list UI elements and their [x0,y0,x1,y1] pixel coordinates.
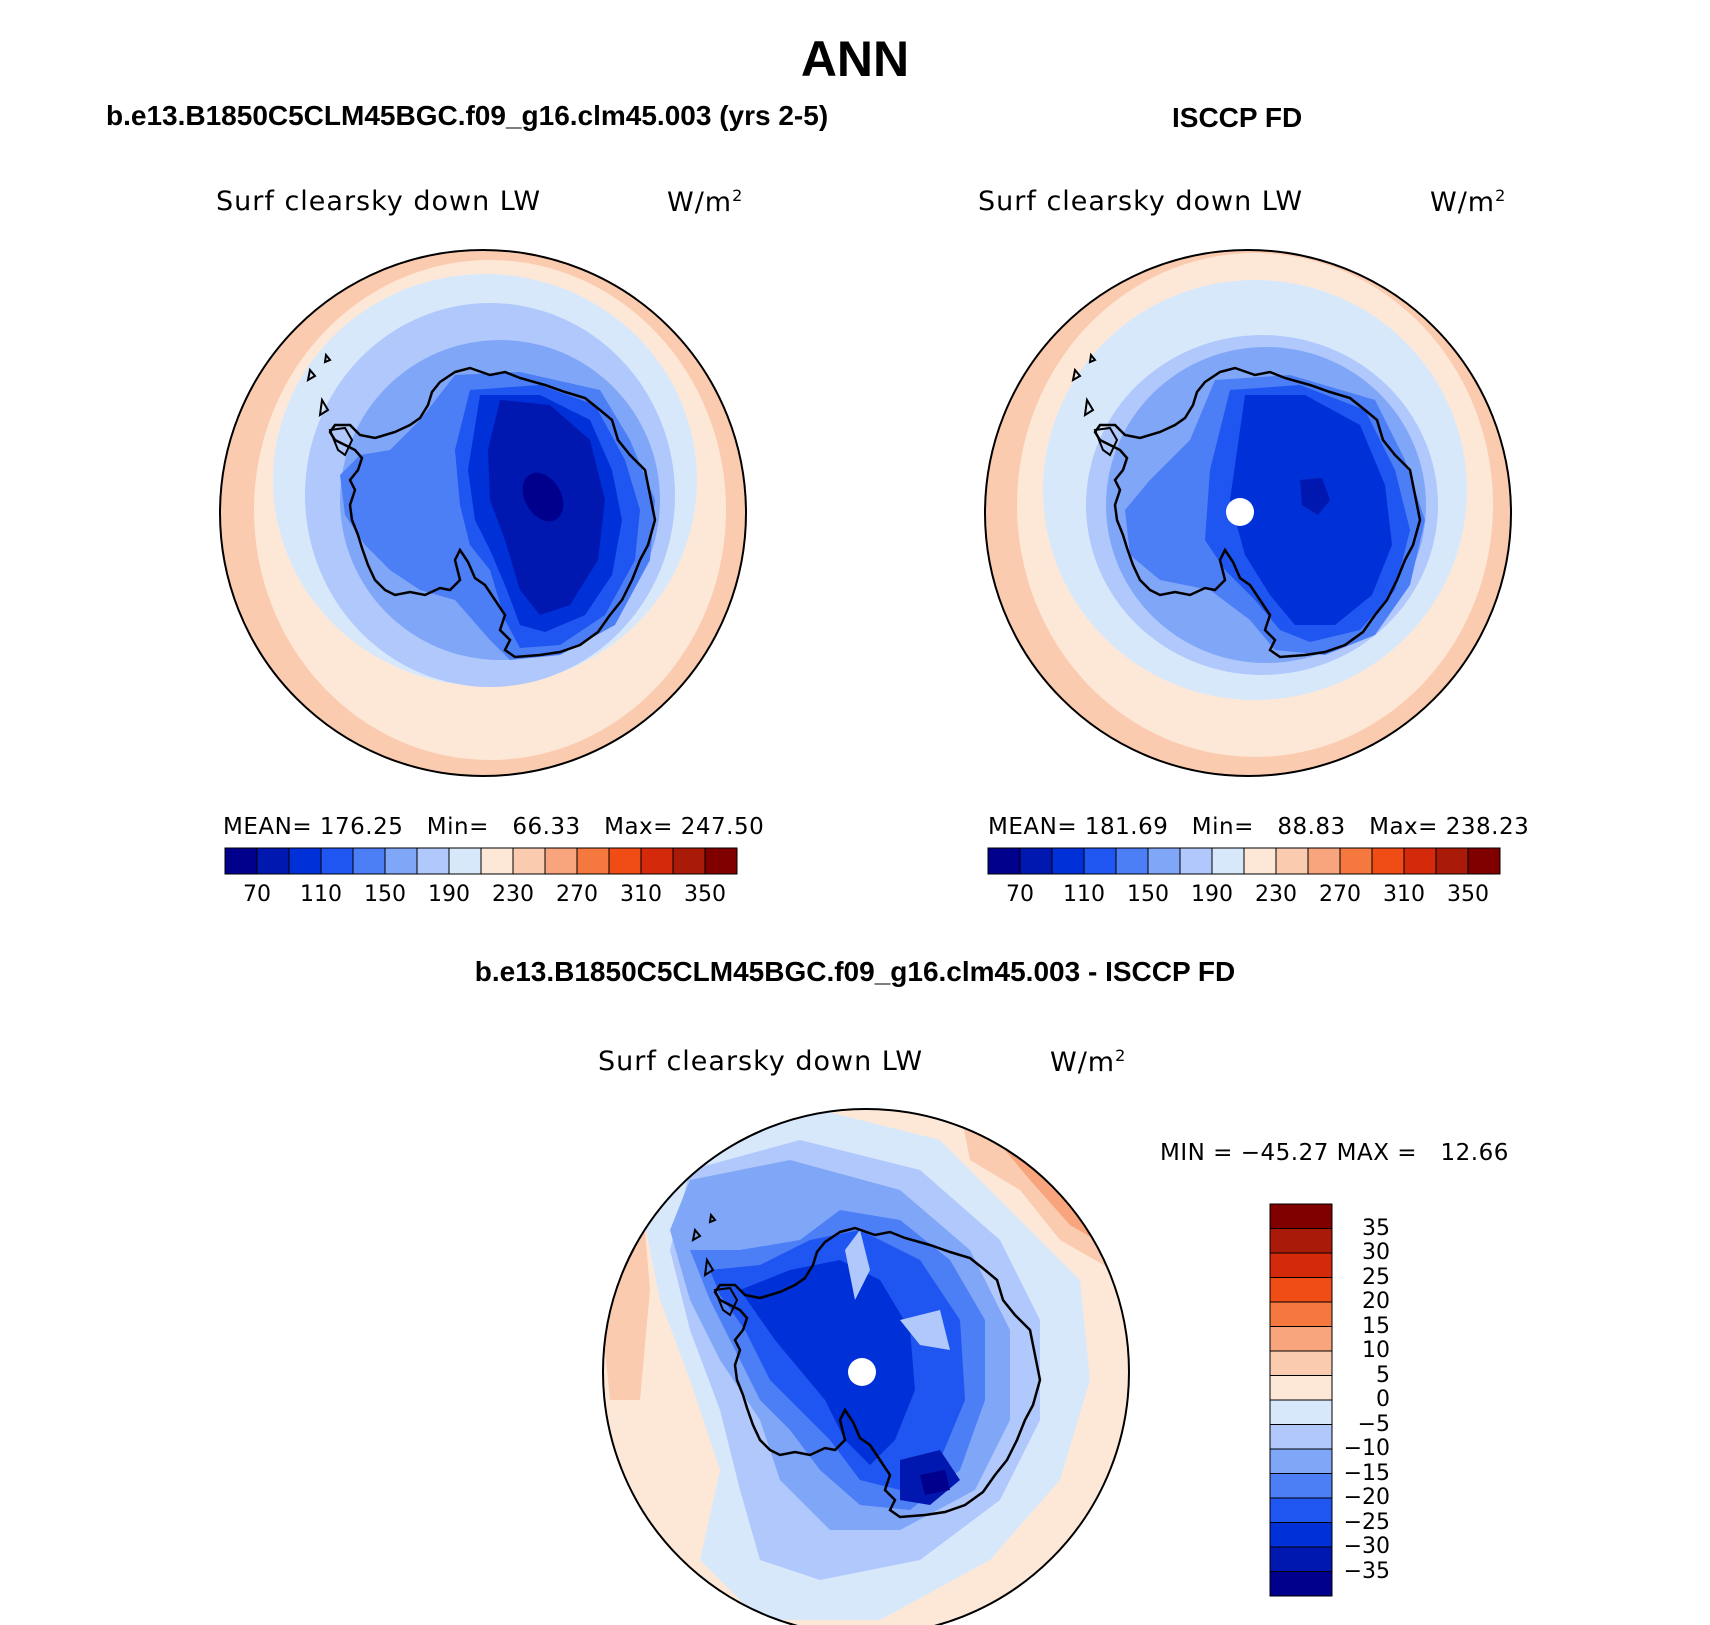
colorbar-tick-label: 150 [364,882,406,907]
colorbar-obs [987,847,1501,875]
colorbar-tick-label: 70 [243,882,271,907]
colorbar-swatch [1269,1522,1333,1548]
panel-title-diff: b.e13.B1850C5CLM45BGC.f09_g16.clm45.003 … [474,956,1236,987]
colorbar-swatch [1307,847,1341,875]
colorbar-tick-label: 10 [1362,1338,1390,1363]
colorbar-swatch [576,847,610,875]
colorbar-swatch [1275,847,1309,875]
colorbar-swatch [608,847,642,875]
colorbar-tick-label: 310 [1383,882,1425,907]
colorbar-swatch [320,847,354,875]
pole-hole-obs [1226,498,1254,526]
polar-map-model [220,250,746,776]
colorbar-tick-label: 350 [684,882,726,907]
colorbar-tick-label: 190 [428,882,470,907]
colorbar-swatch [1269,1203,1333,1229]
colorbar-swatch [384,847,418,875]
colorbar-swatch [672,847,706,875]
colorbar-tick-label: 110 [1063,882,1105,907]
figure-title: ANN [800,31,910,87]
colorbar-swatch [1435,847,1469,875]
colorbar-swatch [1269,1350,1333,1376]
colorbar-tick-label: −30 [1343,1534,1390,1559]
pole-hole-diff [848,1358,876,1386]
colorbar-swatch [640,847,674,875]
stats-diff: MIN = −45.27 MAX = 12.66 [1160,1140,1509,1166]
colorbar-swatch [1403,847,1437,875]
colorbar-swatch [1147,847,1181,875]
colorbar-tick-label: −35 [1343,1558,1390,1584]
units-label-diff: W/m2 [1050,1046,1127,1078]
colorbar-swatch [1083,847,1117,875]
colorbar-tick-label: 230 [492,882,534,907]
panel-title-model: b.e13.B1850C5CLM45BGC.f09_g16.clm45.003 … [106,100,829,131]
colorbar-swatch [1115,847,1149,875]
colorbar-tick-label: 0 [1376,1387,1390,1412]
colorbar-tick-label: 110 [300,882,342,907]
colorbar-swatch [1051,847,1085,875]
colorbar-tick-label: 15 [1362,1313,1390,1339]
colorbar-tick-label: 310 [620,882,662,907]
colorbar-tick-label: 70 [1006,882,1034,907]
colorbar-tick-label: 350 [1447,882,1489,907]
colorbar-swatch [480,847,514,875]
colorbar-model [224,847,738,875]
colorbar-swatch [1211,847,1245,875]
units-label-model: W/m2 [667,186,744,218]
colorbar-tick-label: −20 [1343,1485,1390,1510]
colorbar-tick-label: 230 [1255,882,1297,907]
colorbar-swatch [1019,847,1053,875]
panel-title-obs: ISCCP FD [1172,102,1303,133]
colorbar-tick-label: 270 [1319,882,1361,907]
colorbar-swatch [1269,1473,1333,1499]
colorbar-swatch [544,847,578,875]
colorbar-swatch [1269,1375,1333,1401]
colorbar-swatch [1269,1326,1333,1352]
colorbar-swatch [1339,847,1373,875]
colorbar-tick-label: 150 [1127,882,1169,907]
colorbar-swatch [448,847,482,875]
colorbar-tick-label: 35 [1362,1215,1390,1241]
colorbar-tick-label: 270 [556,882,598,907]
colorbar-swatch [1269,1252,1333,1278]
units-label-obs: W/m2 [1430,186,1507,218]
colorbar-tick-label: 20 [1362,1289,1390,1314]
colorbar-tick-label: 30 [1362,1240,1390,1265]
variable-label-diff: Surf clearsky down LW [598,1046,924,1077]
colorbar-tick-label: −10 [1343,1436,1390,1461]
colorbar-swatch [224,847,258,875]
stats-model: MEAN= 176.25 Min= 66.33 Max= 247.50 [223,814,765,840]
colorbar-swatch [1269,1277,1333,1303]
colorbar-tick-label: 5 [1376,1362,1390,1388]
colorbar-swatch [1243,847,1277,875]
colorbar-tick-label: 25 [1362,1264,1390,1290]
stats-obs: MEAN= 181.69 Min= 88.83 Max= 238.23 [988,814,1530,840]
colorbar-diff [1269,1203,1333,1597]
colorbar-tick-label: −15 [1343,1460,1390,1486]
colorbar-swatch [352,847,386,875]
colorbar-swatch [1269,1448,1333,1474]
colorbar-swatch [1269,1399,1333,1425]
colorbar-swatch [1467,847,1501,875]
colorbar-swatch [288,847,322,875]
colorbar-swatch [1269,1228,1333,1254]
variable-label-obs: Surf clearsky down LW [978,186,1304,217]
colorbar-swatch [416,847,450,875]
colorbar-swatch [1179,847,1213,875]
colorbar-swatch [987,847,1021,875]
colorbar-tick-label: −5 [1357,1411,1390,1437]
colorbar-tick-label: 190 [1191,882,1233,907]
colorbar-swatch [512,847,546,875]
colorbar-swatch [1371,847,1405,875]
colorbar-swatch [1269,1497,1333,1523]
colorbar-swatch [256,847,290,875]
colorbar-swatch [1269,1301,1333,1327]
variable-label-model: Surf clearsky down LW [216,186,542,217]
colorbar-swatch [1269,1571,1333,1597]
colorbar-swatch [1269,1546,1333,1572]
colorbar-swatch [704,847,738,875]
colorbar-swatch [1269,1424,1333,1450]
colorbar-tick-label: −25 [1343,1509,1390,1535]
